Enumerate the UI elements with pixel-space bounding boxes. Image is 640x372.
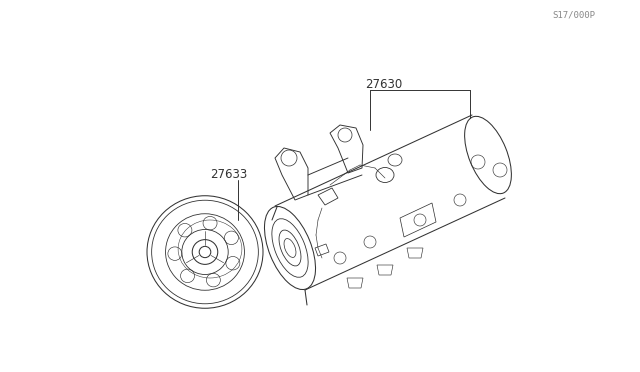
Text: S17/000P: S17/000P xyxy=(552,11,595,20)
Text: 27633: 27633 xyxy=(210,168,247,181)
Text: 27630: 27630 xyxy=(365,78,403,91)
